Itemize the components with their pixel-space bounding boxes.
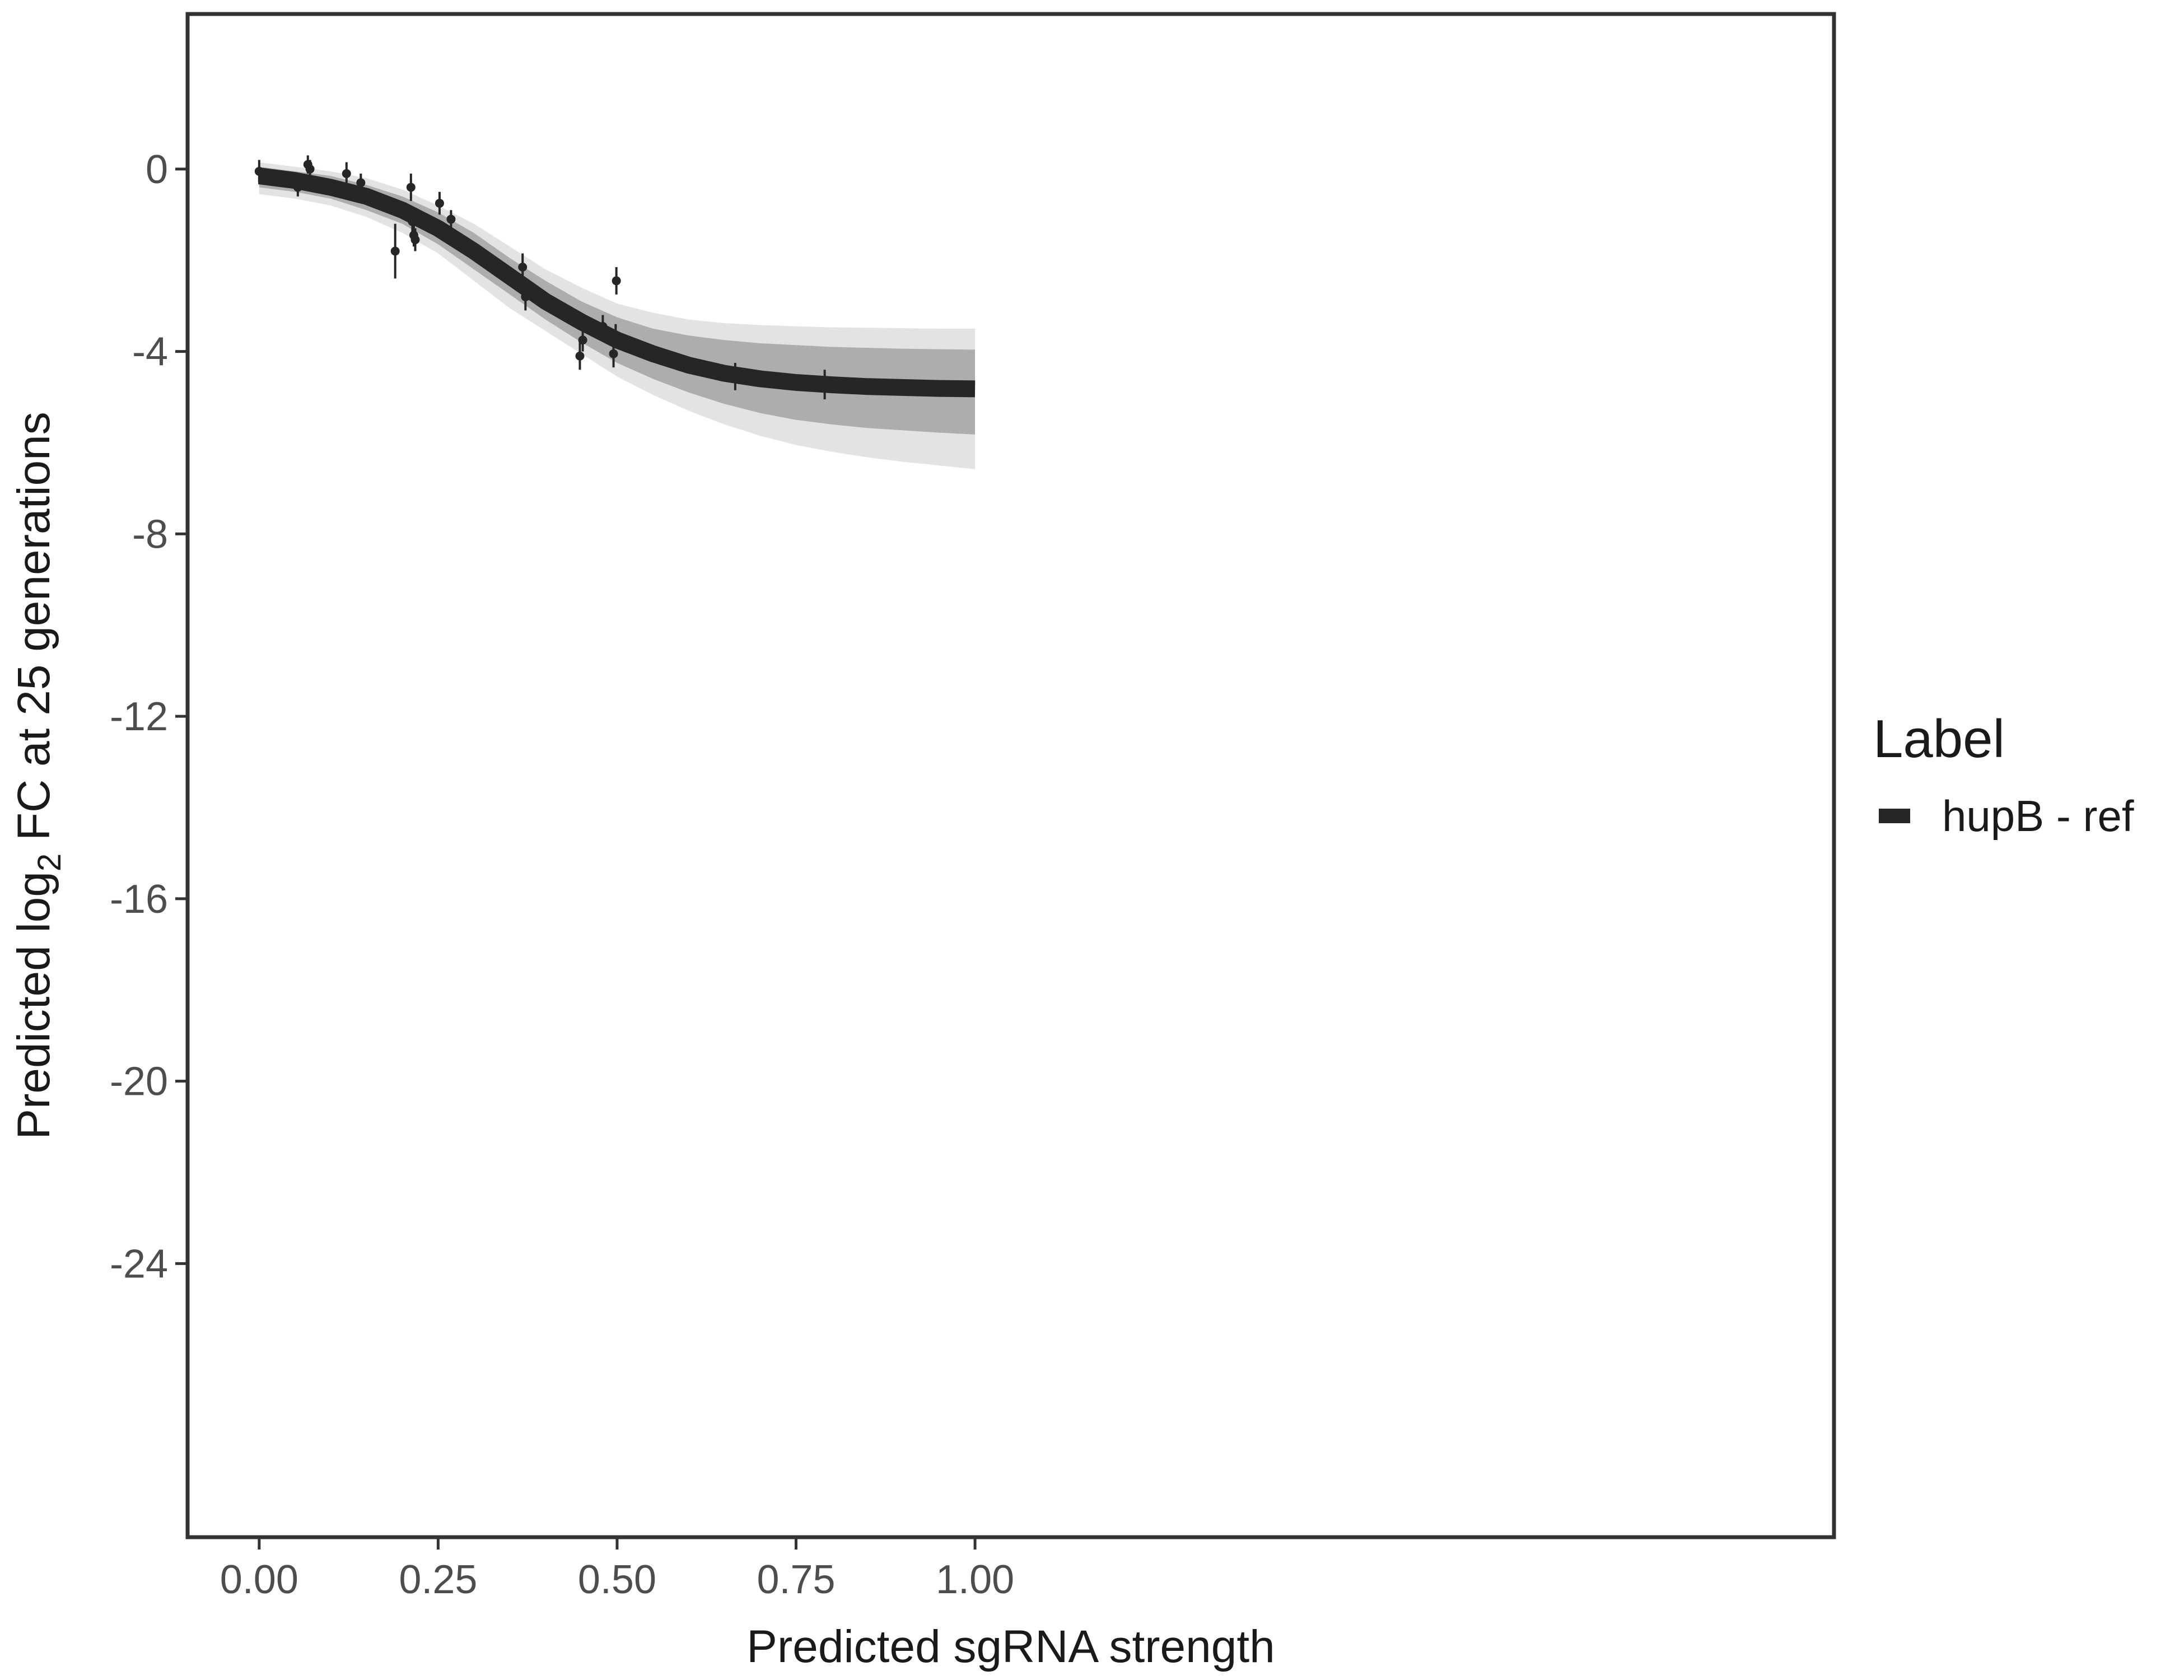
legend-title: Label — [1873, 709, 2005, 769]
y-axis-title-subscript: 2 — [31, 853, 68, 871]
point-marker — [611, 331, 620, 340]
y-axis-title: Predicted log2 FC at 25 generations — [8, 412, 68, 1139]
x-tick-label: 0.25 — [399, 1557, 477, 1602]
plot-panel-border — [185, 12, 1836, 1539]
y-tick-label: -12 — [110, 694, 168, 739]
y-tick-label: 0 — [146, 147, 168, 192]
data-point — [820, 370, 829, 400]
point-marker — [435, 198, 444, 208]
data-point — [356, 174, 366, 192]
point-marker — [730, 372, 740, 381]
point-marker — [254, 166, 264, 176]
y-tick-label: -16 — [110, 877, 168, 922]
data-point — [293, 178, 302, 197]
data-point — [410, 228, 420, 251]
point-marker — [518, 262, 528, 272]
point-marker — [521, 292, 530, 301]
data-point — [305, 160, 315, 179]
fit-line-0 — [258, 167, 976, 398]
legend-label-hupb-ref: hupB - ref — [1942, 791, 2134, 841]
data-point — [390, 223, 400, 279]
y-axis-title-prefix: Predicted log — [8, 871, 59, 1140]
data-point — [612, 267, 621, 295]
data-point — [408, 208, 417, 235]
data-point — [598, 315, 608, 338]
point-marker — [406, 183, 416, 192]
y-tick-label: -8 — [132, 512, 168, 557]
data-points — [254, 155, 829, 400]
y-tick-label: -24 — [110, 1242, 168, 1286]
data-point — [578, 328, 587, 352]
point-marker — [612, 276, 621, 286]
point-marker — [598, 321, 608, 331]
point-marker — [305, 164, 315, 174]
point-marker — [356, 178, 366, 188]
point-marker — [578, 335, 587, 345]
point-marker — [609, 349, 618, 358]
y-axis-title-suffix: FC at 25 generations — [8, 412, 59, 853]
point-marker — [342, 169, 351, 179]
fit-line-layer — [258, 167, 976, 398]
x-tick-label: 1.00 — [936, 1557, 1014, 1602]
point-marker — [410, 235, 420, 245]
data-point — [575, 342, 585, 370]
y-axis: 0 -4 -8 -12 -16 -20 -24 — [110, 147, 186, 1286]
data-point — [446, 210, 456, 228]
data-point — [435, 192, 444, 215]
data-point — [342, 162, 351, 183]
data-point — [518, 253, 528, 281]
x-axis: 0.00 0.25 0.50 0.75 1.00 — [220, 1539, 1014, 1602]
x-tick-label: 0.75 — [757, 1557, 835, 1602]
y-tick-label: -20 — [110, 1060, 168, 1104]
data-point — [611, 324, 620, 347]
point-marker — [820, 381, 829, 390]
data-point — [254, 160, 264, 183]
y-tick-label: -4 — [132, 330, 168, 375]
point-marker — [575, 351, 585, 361]
point-marker — [408, 217, 417, 226]
point-marker — [446, 214, 456, 224]
x-tick-label: 0.50 — [578, 1557, 656, 1602]
x-axis-title: Predicted sgRNA strength — [746, 1621, 1275, 1672]
legend-key-hupb-ref — [1879, 809, 1910, 823]
legend: Label hupB - ref — [1873, 709, 2134, 841]
x-tick-label: 0.00 — [220, 1557, 298, 1602]
point-marker — [390, 246, 400, 256]
point-marker — [293, 183, 302, 192]
data-point — [609, 340, 618, 368]
data-point — [730, 362, 740, 390]
data-point — [521, 283, 530, 311]
data-point — [406, 174, 416, 201]
